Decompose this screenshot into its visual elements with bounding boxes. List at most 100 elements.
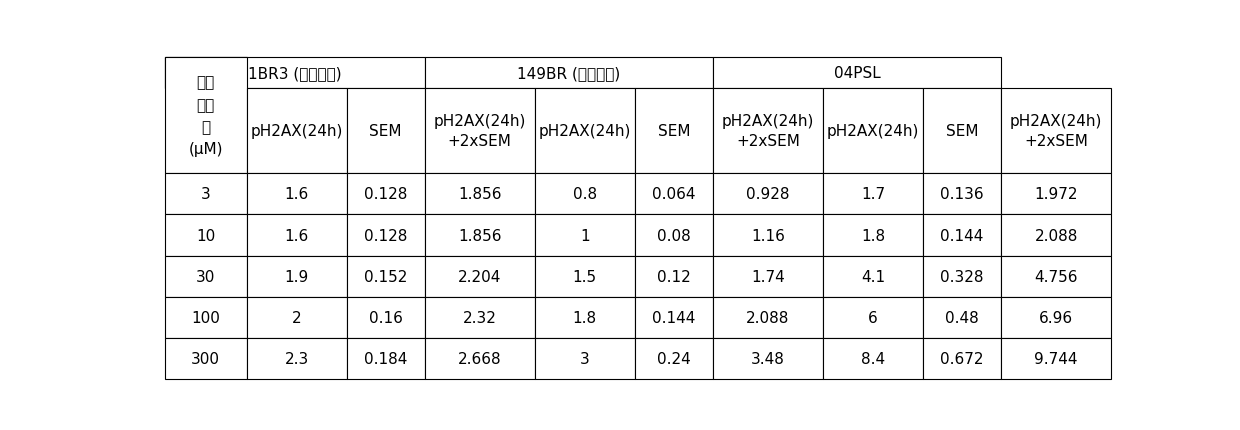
Text: 1.16: 1.16 [751,228,785,243]
Bar [165,58,425,89]
Bar [425,58,713,89]
Bar [165,297,247,338]
Text: 9.744: 9.744 [1034,351,1078,366]
Bar [823,174,923,215]
Text: pH2AX(24h)
+2xSEM: pH2AX(24h) +2xSEM [722,114,815,149]
Bar [635,297,713,338]
Text: 1.7: 1.7 [861,187,885,202]
Bar [425,338,534,379]
Bar [823,338,923,379]
Text: 草甘
膦浓
度
(μM): 草甘 膦浓 度 (μM) [188,75,223,157]
Text: 0.152: 0.152 [365,269,408,284]
Bar [534,297,635,338]
Bar [635,256,713,297]
Bar [247,297,347,338]
Text: 30: 30 [196,269,216,284]
Text: 0.48: 0.48 [945,310,978,325]
Bar [347,338,425,379]
Text: 1.5: 1.5 [573,269,596,284]
Bar [923,256,1001,297]
Text: 2.088: 2.088 [746,310,790,325]
Bar [425,174,534,215]
Bar [347,256,425,297]
Text: 1BR3 (对照细胞): 1BR3 (对照细胞) [248,66,341,81]
Text: 6.96: 6.96 [1039,310,1074,325]
Bar [534,338,635,379]
Bar [823,256,923,297]
Text: pH2AX(24h): pH2AX(24h) [250,124,343,139]
Text: 1.6: 1.6 [284,187,309,202]
Text: pH2AX(24h): pH2AX(24h) [827,124,919,139]
Text: 0.144: 0.144 [652,310,696,325]
Text: 6: 6 [868,310,878,325]
Bar [165,58,247,174]
Bar [635,215,713,256]
Text: 4.1: 4.1 [861,269,885,284]
Text: 0.08: 0.08 [657,228,691,243]
Text: 0.144: 0.144 [940,228,983,243]
Text: 0.328: 0.328 [940,269,983,284]
Bar [247,89,347,174]
Bar [713,174,823,215]
Bar [713,297,823,338]
Text: 1.972: 1.972 [1034,187,1078,202]
Text: 3.48: 3.48 [751,351,785,366]
Text: 0.8: 0.8 [573,187,596,202]
Bar [247,174,347,215]
Bar [713,89,823,174]
Bar [347,174,425,215]
Text: 3: 3 [580,351,590,366]
Text: 0.136: 0.136 [940,187,983,202]
Text: 1.8: 1.8 [861,228,885,243]
Text: 3: 3 [201,187,211,202]
Text: 0.928: 0.928 [746,187,790,202]
Bar [165,215,247,256]
Bar [347,89,425,174]
Bar [1001,256,1111,297]
Text: 1.856: 1.856 [458,187,501,202]
Bar [425,297,534,338]
Bar [534,174,635,215]
Text: 2: 2 [291,310,301,325]
Bar [1001,89,1111,174]
Bar [823,89,923,174]
Bar [823,215,923,256]
Text: 1.8: 1.8 [573,310,596,325]
Bar [713,256,823,297]
Text: 4.756: 4.756 [1034,269,1078,284]
Bar [1001,174,1111,215]
Text: 10: 10 [196,228,216,243]
Bar [923,215,1001,256]
Bar [247,338,347,379]
Bar [247,215,347,256]
Text: SEM: SEM [946,124,978,139]
Text: 04PSL: 04PSL [833,66,880,81]
Bar [534,256,635,297]
Text: 0.12: 0.12 [657,269,691,284]
Bar [823,297,923,338]
Text: pH2AX(24h): pH2AX(24h) [538,124,631,139]
Bar [1001,297,1111,338]
Text: 0.128: 0.128 [365,187,408,202]
Text: 300: 300 [191,351,221,366]
Text: 1.6: 1.6 [284,228,309,243]
Text: pH2AX(24h)
+2xSEM: pH2AX(24h) +2xSEM [434,114,526,149]
Text: SEM: SEM [370,124,402,139]
Text: 1.9: 1.9 [284,269,309,284]
Text: 0.16: 0.16 [368,310,403,325]
Bar [165,58,247,89]
Bar [425,89,534,174]
Bar [923,297,1001,338]
Text: 100: 100 [191,310,219,325]
Text: 2.668: 2.668 [458,351,502,366]
Text: 2.3: 2.3 [284,351,309,366]
Bar [923,338,1001,379]
Bar [923,89,1001,174]
Bar [534,89,635,174]
Bar [165,256,247,297]
Bar [713,58,1001,89]
Bar [635,174,713,215]
Text: 0.184: 0.184 [365,351,408,366]
Bar [713,215,823,256]
Text: 2.204: 2.204 [458,269,501,284]
